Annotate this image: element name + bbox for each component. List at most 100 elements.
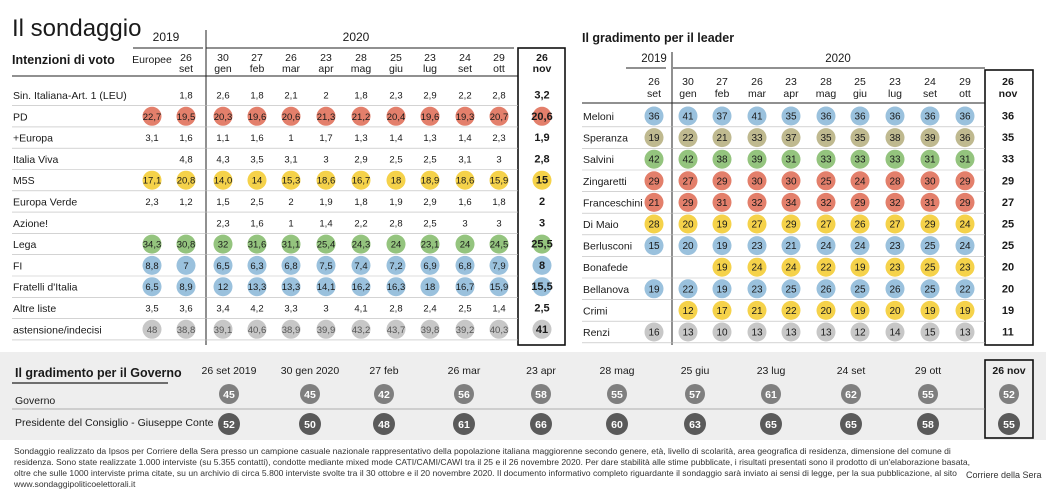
vote-value-label: 3 [539, 217, 545, 229]
leader-value-label: 33 [889, 155, 901, 166]
leader-value-dot [955, 171, 975, 191]
vote-value-label: 2 [288, 197, 293, 208]
leader-year-2020: 2020 [825, 53, 851, 65]
leader-value-dot [712, 171, 732, 191]
leader-value-label: 41 [682, 112, 694, 123]
leader-value-dot [850, 279, 870, 299]
leader-value-dot [885, 236, 905, 256]
gov-col-date-1: 30 gen 2020 [281, 365, 340, 377]
leader-value-dot [955, 128, 975, 148]
vote-value-dot [176, 170, 196, 190]
leader-value-label: 27 [1002, 197, 1014, 209]
vote-value-label: 1,4 [319, 218, 332, 229]
leader-value-dot [850, 300, 870, 320]
leader-value-label: 26 [854, 220, 866, 231]
vote-value-label: 24 [391, 240, 402, 251]
vote-value-label: 2,2 [458, 91, 471, 102]
leader-value-label: 31 [959, 155, 971, 166]
leader-value-dot [644, 106, 664, 126]
vote-value-label: 25,4 [317, 240, 336, 251]
leader-name-label: Berlusconi [583, 241, 632, 253]
vote-value-label: 24,3 [352, 240, 371, 251]
vote-col-day-9: 24 [459, 52, 471, 64]
leader-value-label: 31 [785, 155, 797, 166]
leader-value-label: 12 [854, 328, 866, 339]
vote-value-label: 43,2 [352, 325, 371, 336]
vote-value-label: 1,6 [179, 133, 192, 144]
leader-value-dot [747, 236, 767, 256]
leader-value-label: 36 [889, 112, 901, 123]
leader-value-label: 29 [1002, 175, 1014, 187]
premier-value-dot [453, 413, 475, 435]
leader-value-dot [678, 279, 698, 299]
vote-col-month-2: gen [214, 63, 232, 75]
leader-value-label: 29 [959, 198, 971, 209]
leader-value-label: 27 [682, 176, 694, 187]
leader-value-dot [920, 149, 940, 169]
leader-value-label: 23 [751, 241, 763, 252]
leader-value-label: 25 [924, 263, 936, 274]
gov-col-date-0: 26 set 2019 [202, 365, 257, 377]
vote-value-label: 48 [147, 325, 158, 336]
vote-value-label: 20,8 [177, 176, 196, 187]
leader-value-label: 10 [716, 328, 728, 339]
vote-value-dot [281, 170, 301, 190]
vote-value-label: 30,8 [177, 240, 196, 251]
leader-value-dot [747, 322, 767, 342]
leader-value-label: 24 [751, 263, 763, 274]
vote-col-day-7: 25 [390, 52, 402, 64]
vote-value-dot [489, 234, 509, 254]
vote-value-label: 4,3 [216, 154, 229, 165]
premier-value-dot [998, 413, 1020, 435]
premier-value-label: 61 [458, 419, 470, 431]
vote-value-label: 7 [183, 261, 188, 272]
vote-value-label: 1,9 [319, 197, 332, 208]
premier-value-label: 52 [223, 419, 235, 431]
vote-value-label: 18,6 [456, 176, 475, 187]
leader-value-dot [850, 322, 870, 342]
leader-col-day-5: 28 [820, 76, 832, 88]
leader-value-dot [747, 106, 767, 126]
leader-value-dot [920, 300, 940, 320]
vote-value-label: 13,3 [248, 282, 267, 293]
vote-value-label: 1,8 [250, 91, 263, 102]
leader-value-label: 19 [854, 263, 866, 274]
leader-value-label: 19 [854, 306, 866, 317]
leader-name-label: Salvini [583, 154, 614, 166]
leader-value-dot [955, 106, 975, 126]
leader-value-dot [920, 214, 940, 234]
premier-value-dot [218, 413, 240, 435]
vote-value-label: 4,1 [354, 304, 367, 315]
vote-value-label: 1,9 [534, 132, 549, 144]
vote-value-label: 2,5 [250, 197, 263, 208]
leader-value-dot [712, 149, 732, 169]
leader-col-month-9: ott [959, 88, 971, 100]
gov-value-label: 42 [378, 389, 390, 401]
vote-value-dot [247, 106, 267, 126]
leader-col-month-1: gen [679, 88, 697, 100]
leader-value-label: 35 [854, 133, 866, 144]
vote-value-label: 24,5 [490, 240, 509, 251]
premier-value-dot [373, 413, 395, 435]
leader-value-dot [850, 214, 870, 234]
leader-value-label: 26 [889, 284, 901, 295]
vote-value-label: 15,9 [490, 176, 509, 187]
leader-value-label: 32 [889, 198, 901, 209]
leader-name-label: Bellanova [583, 284, 629, 296]
premier-value-label: 63 [689, 419, 701, 431]
vote-value-dot [351, 106, 371, 126]
vote-value-dot [455, 319, 475, 339]
source-credit: Corriere della Sera [966, 470, 1042, 480]
leader-col-month-10: nov [999, 88, 1018, 100]
leader-value-label: 19 [648, 284, 660, 295]
leader-value-dot [712, 192, 732, 212]
leader-value-label: 17 [716, 306, 728, 317]
vote-value-label: 6,3 [250, 261, 263, 272]
leader-value-dot [885, 322, 905, 342]
vote-value-label: 1,8 [492, 197, 505, 208]
vote-value-label: 1,6 [250, 218, 263, 229]
vote-value-label: 31,1 [282, 240, 301, 251]
vote-value-dot [532, 319, 552, 339]
vote-value-label: 2,5 [423, 218, 436, 229]
vote-value-label: 1,3 [423, 133, 436, 144]
